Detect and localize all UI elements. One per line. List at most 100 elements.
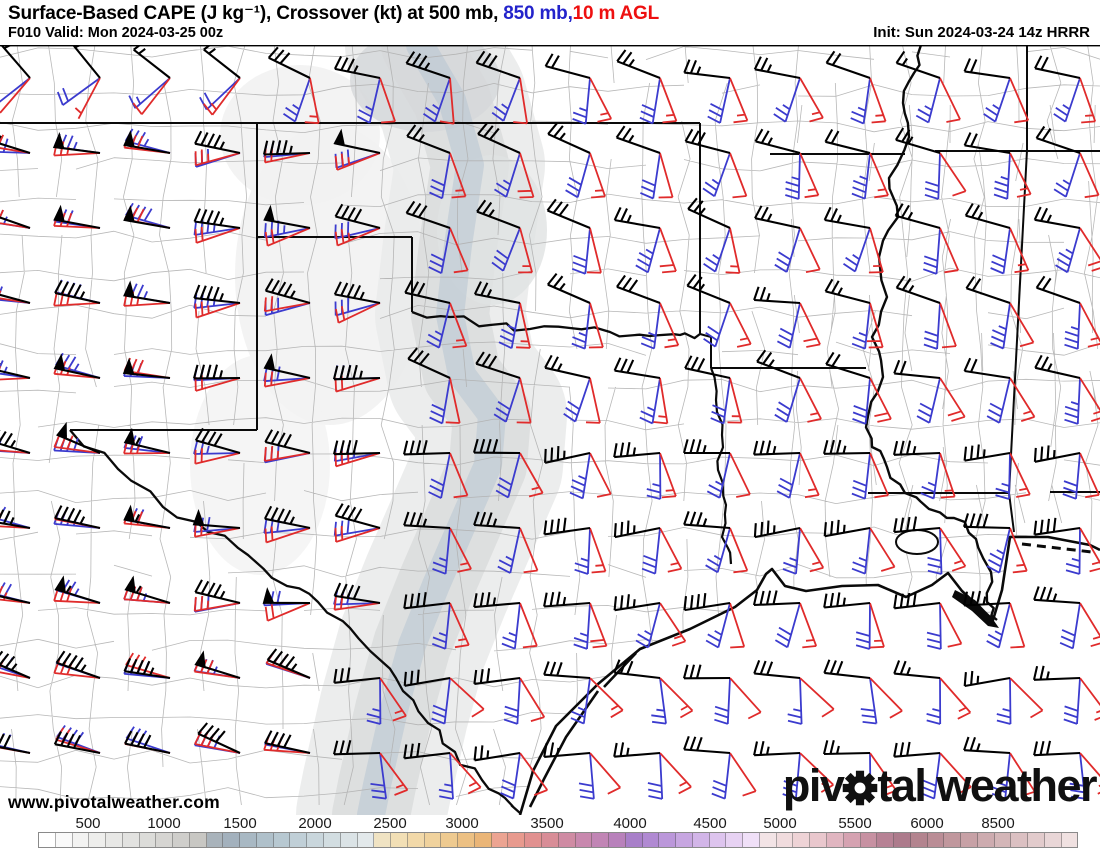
- colorbar-segment: [1061, 833, 1078, 847]
- page-title: Surface-Based CAPE (J kg⁻¹), Crossover (…: [8, 2, 659, 25]
- wind-barb-station: [332, 439, 381, 468]
- wind-barb-station: [123, 652, 171, 680]
- wind-barb-station: [405, 200, 469, 275]
- wind-barb-station: [263, 278, 311, 317]
- colorbar-segment: [894, 833, 911, 847]
- wind-barb-station: [616, 49, 678, 125]
- wind-barb-station: [0, 506, 31, 530]
- colorbar-segment: [357, 833, 375, 847]
- colorbar-segment: [541, 833, 559, 847]
- wind-barb-station: [262, 587, 311, 622]
- colorbar-segment: [139, 833, 157, 847]
- wind-barb-station: [477, 122, 535, 199]
- wind-barb-station: [613, 520, 683, 575]
- colorbar-segment: [1011, 833, 1029, 847]
- wind-barb-station: [0, 650, 31, 679]
- colorbar-segment: [474, 833, 492, 847]
- colorbar-segment: [173, 833, 190, 847]
- wind-barb-station: [682, 439, 751, 499]
- colorbar-segment: [726, 833, 744, 847]
- colorbar-segment: [273, 833, 291, 847]
- colorbar-segment: [508, 833, 526, 847]
- gear-icon: [843, 770, 878, 805]
- colorbar-tick-label: 4500: [693, 815, 727, 832]
- wind-barb-station: [406, 124, 467, 200]
- colorbar-segment: [592, 833, 610, 847]
- wind-barb-station: [53, 724, 101, 755]
- wind-barb-station: [405, 51, 455, 125]
- wind-barb-station: [823, 592, 885, 650]
- wind-barb-station: [963, 444, 1031, 500]
- wind-barb-station: [473, 592, 538, 650]
- colorbar-tick-label: 2500: [373, 815, 407, 832]
- colorbar-segment: [927, 833, 945, 847]
- wind-barb-station: [682, 664, 762, 725]
- coastline: [518, 529, 1100, 815]
- wind-barb-station: [192, 364, 241, 392]
- wind-barbs: [0, 45, 1100, 800]
- wind-barb-station: [684, 128, 748, 199]
- wind-barb-station: [963, 357, 1036, 424]
- wind-barb-station: [965, 276, 1035, 350]
- wind-barb-station: [825, 50, 887, 125]
- wind-barb-station: [53, 279, 101, 307]
- wind-barb-station: [53, 352, 101, 380]
- colorbar-segment: [659, 833, 677, 847]
- wind-barb-station: [194, 130, 241, 168]
- colorbar-segment: [575, 833, 593, 847]
- wind-barb-station: [1033, 586, 1100, 650]
- wind-barb-station: [962, 513, 1028, 574]
- colorbar-segment: [424, 833, 442, 847]
- colorbar-segment: [692, 833, 710, 847]
- wind-barb-station: [475, 351, 532, 424]
- colorbar-segment: [810, 833, 827, 847]
- logo-suffix: tal weather: [877, 760, 1097, 811]
- wind-barb-station: [963, 736, 1036, 800]
- wind-barb-station: [0, 209, 31, 229]
- wind-barb-station: [53, 650, 101, 679]
- wind-barb-station: [754, 128, 820, 200]
- wind-barb-station: [473, 745, 549, 800]
- wind-barb-station: [543, 661, 624, 725]
- wind-barb-station: [543, 517, 607, 575]
- wind-barb-station: [267, 46, 320, 125]
- wind-barb-station: [613, 659, 694, 725]
- wind-barb-station: [613, 742, 692, 800]
- title-cape-label: Surface-Based CAPE (J kg⁻¹), Crossover (…: [8, 3, 504, 24]
- wind-barb-station: [263, 204, 311, 247]
- wind-barb-station: [544, 446, 612, 500]
- valid-time-label: F010 Valid: Mon 2024-03-25 00z: [8, 25, 224, 41]
- wind-barb-station: [683, 59, 749, 124]
- wind-barb-station: [684, 355, 743, 425]
- wind-barb-station: [53, 575, 101, 605]
- colorbar-tick-label: 1500: [223, 815, 257, 832]
- init-time-label: Init: Sun 2024-03-24 14z HRRR: [873, 24, 1090, 41]
- wind-barb-station: [895, 275, 957, 350]
- wind-barb-station: [193, 208, 241, 244]
- wind-barb-station: [963, 590, 1026, 649]
- colorbar-segment: [625, 833, 643, 847]
- wind-barb-station: [263, 730, 311, 755]
- wind-barb-station: [543, 742, 621, 800]
- wind-barb-station: [544, 53, 612, 125]
- colorbar-tick-label: 8500: [981, 815, 1015, 832]
- wind-barb-station: [1034, 354, 1100, 425]
- wind-barb-station: [824, 128, 889, 200]
- colorbar-segment: [122, 833, 140, 847]
- colorbar-segment: [525, 833, 542, 847]
- colorbar-tick-labels: 500 1000 1500 2000 2500 3000 3500 4000 4500 5000 5…: [0, 815, 1100, 832]
- colorbar-segment: [491, 833, 509, 847]
- colorbar-segment: [106, 833, 123, 847]
- colorbar-segment: [458, 833, 475, 847]
- map-header: Surface-Based CAPE (J kg⁻¹), Crossover (…: [0, 0, 1100, 45]
- wind-barb-station: [123, 202, 171, 230]
- wind-barb-station: [193, 650, 241, 680]
- wind-barb-station: [1033, 206, 1100, 274]
- colorbar-segment: [307, 833, 325, 847]
- colorbar-tick-label: 500: [75, 815, 101, 832]
- wind-barb-station: [475, 50, 528, 125]
- wind-barb-station: [893, 592, 963, 650]
- wind-barb-station: [1035, 125, 1100, 199]
- colorbar-segment: [609, 833, 626, 847]
- colorbar-tick-label: 2000: [298, 815, 332, 832]
